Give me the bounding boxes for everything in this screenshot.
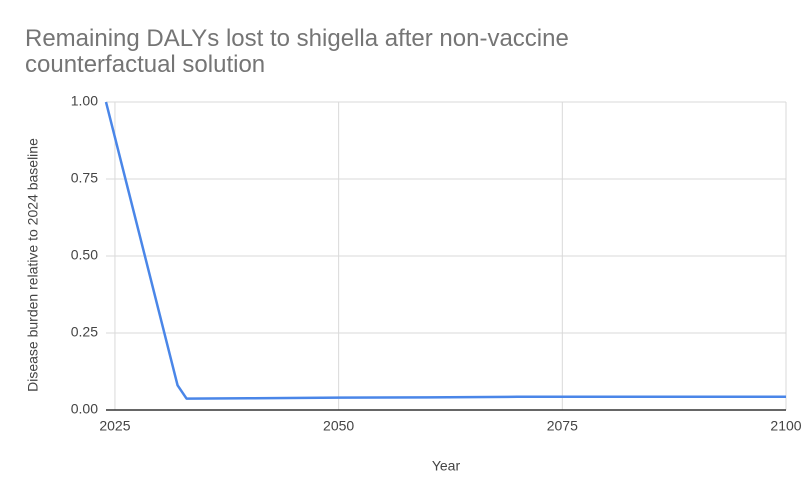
x-tick-label: 2075 [547, 418, 578, 434]
line-series [104, 101, 786, 400]
x-tick-label: 2025 [99, 418, 130, 434]
chart-title: Remaining DALYs lost to shigella after n… [25, 25, 569, 78]
y-tick-label: 0.50 [71, 247, 98, 263]
x-axis-label: Year [432, 458, 461, 474]
x-tick-label: 2050 [323, 418, 354, 434]
y-tick-label: 0.75 [71, 170, 98, 186]
y-axis-label: Disease burden relative to 2024 baseline [25, 138, 41, 392]
y-tick-label: 0.00 [71, 401, 98, 417]
y-tick-label: 0.25 [71, 324, 98, 340]
y-tick-label: 1.00 [71, 93, 98, 109]
x-tick-label: 2100 [770, 418, 801, 434]
